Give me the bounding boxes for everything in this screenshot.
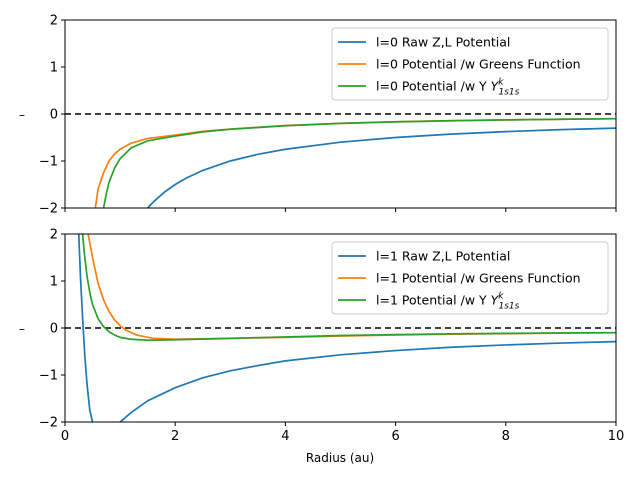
- series-line-2: [94, 117, 616, 208]
- series-line-1-part2: [119, 340, 616, 422]
- bottom-y-axis-label: –: [19, 322, 25, 336]
- y-tick-label: −2: [39, 416, 58, 431]
- legend-entry: l=1 Potential /w Greens Function: [376, 271, 581, 286]
- y-tick-label: −1: [39, 369, 58, 384]
- plot-area: [65, 113, 616, 208]
- series-line-1: [77, 234, 94, 422]
- plot-area: [65, 234, 616, 422]
- series-line-3: [102, 117, 616, 208]
- top-panel: −2 −1 0 1 2 – l=0 Raw Z,L Potential l=0 Poten…: [19, 14, 617, 217]
- y-tick-label: 2: [50, 228, 58, 243]
- legend-entry: l=0 Raw Z,L Potential: [376, 35, 510, 50]
- legend: l=0 Raw Z,L Potential l=0 Potential /w Gr…: [331, 27, 609, 101]
- x-tick-label: 8: [502, 429, 510, 444]
- bottom-panel: 0 2 4 6 8 10 −2 −1 0 1 2 – Radius (au) l=1 Raw Z,L…: [19, 228, 624, 466]
- x-axis-label: Radius (au): [306, 451, 374, 465]
- y-tick-label: 2: [50, 14, 58, 29]
- y-tick-label: 1: [50, 275, 58, 290]
- legend-entry: l=0 Potential /w Greens Function: [376, 57, 581, 72]
- series-line-1: [147, 127, 616, 208]
- y-tick-label: 0: [50, 108, 58, 123]
- x-tick-label: 6: [391, 429, 399, 444]
- y-tick-label: 0: [50, 322, 58, 337]
- legend-box: [331, 241, 609, 315]
- legend-entry: l=1 Potential /w Y Yk 1s1s: [376, 292, 520, 312]
- top-y-axis-label: –: [19, 108, 25, 122]
- x-tick-label: 10: [608, 429, 625, 444]
- y-tick-label: −1: [39, 155, 58, 170]
- legend-entry: l=0 Potential /w Y Yk 1s1s: [376, 78, 520, 98]
- x-tick-label: 2: [171, 429, 179, 444]
- legend: l=1 Raw Z,L Potential l=1 Potential /w Gr…: [331, 241, 609, 315]
- series-line-3: [81, 234, 616, 342]
- x-tick-label: 4: [281, 429, 289, 444]
- y-tick-label: 1: [50, 61, 58, 76]
- y-tick-label: −2: [39, 202, 58, 217]
- legend-entry: l=1 Raw Z,L Potential: [376, 249, 510, 264]
- legend-box: [331, 27, 609, 101]
- x-tick-label: 0: [61, 429, 69, 444]
